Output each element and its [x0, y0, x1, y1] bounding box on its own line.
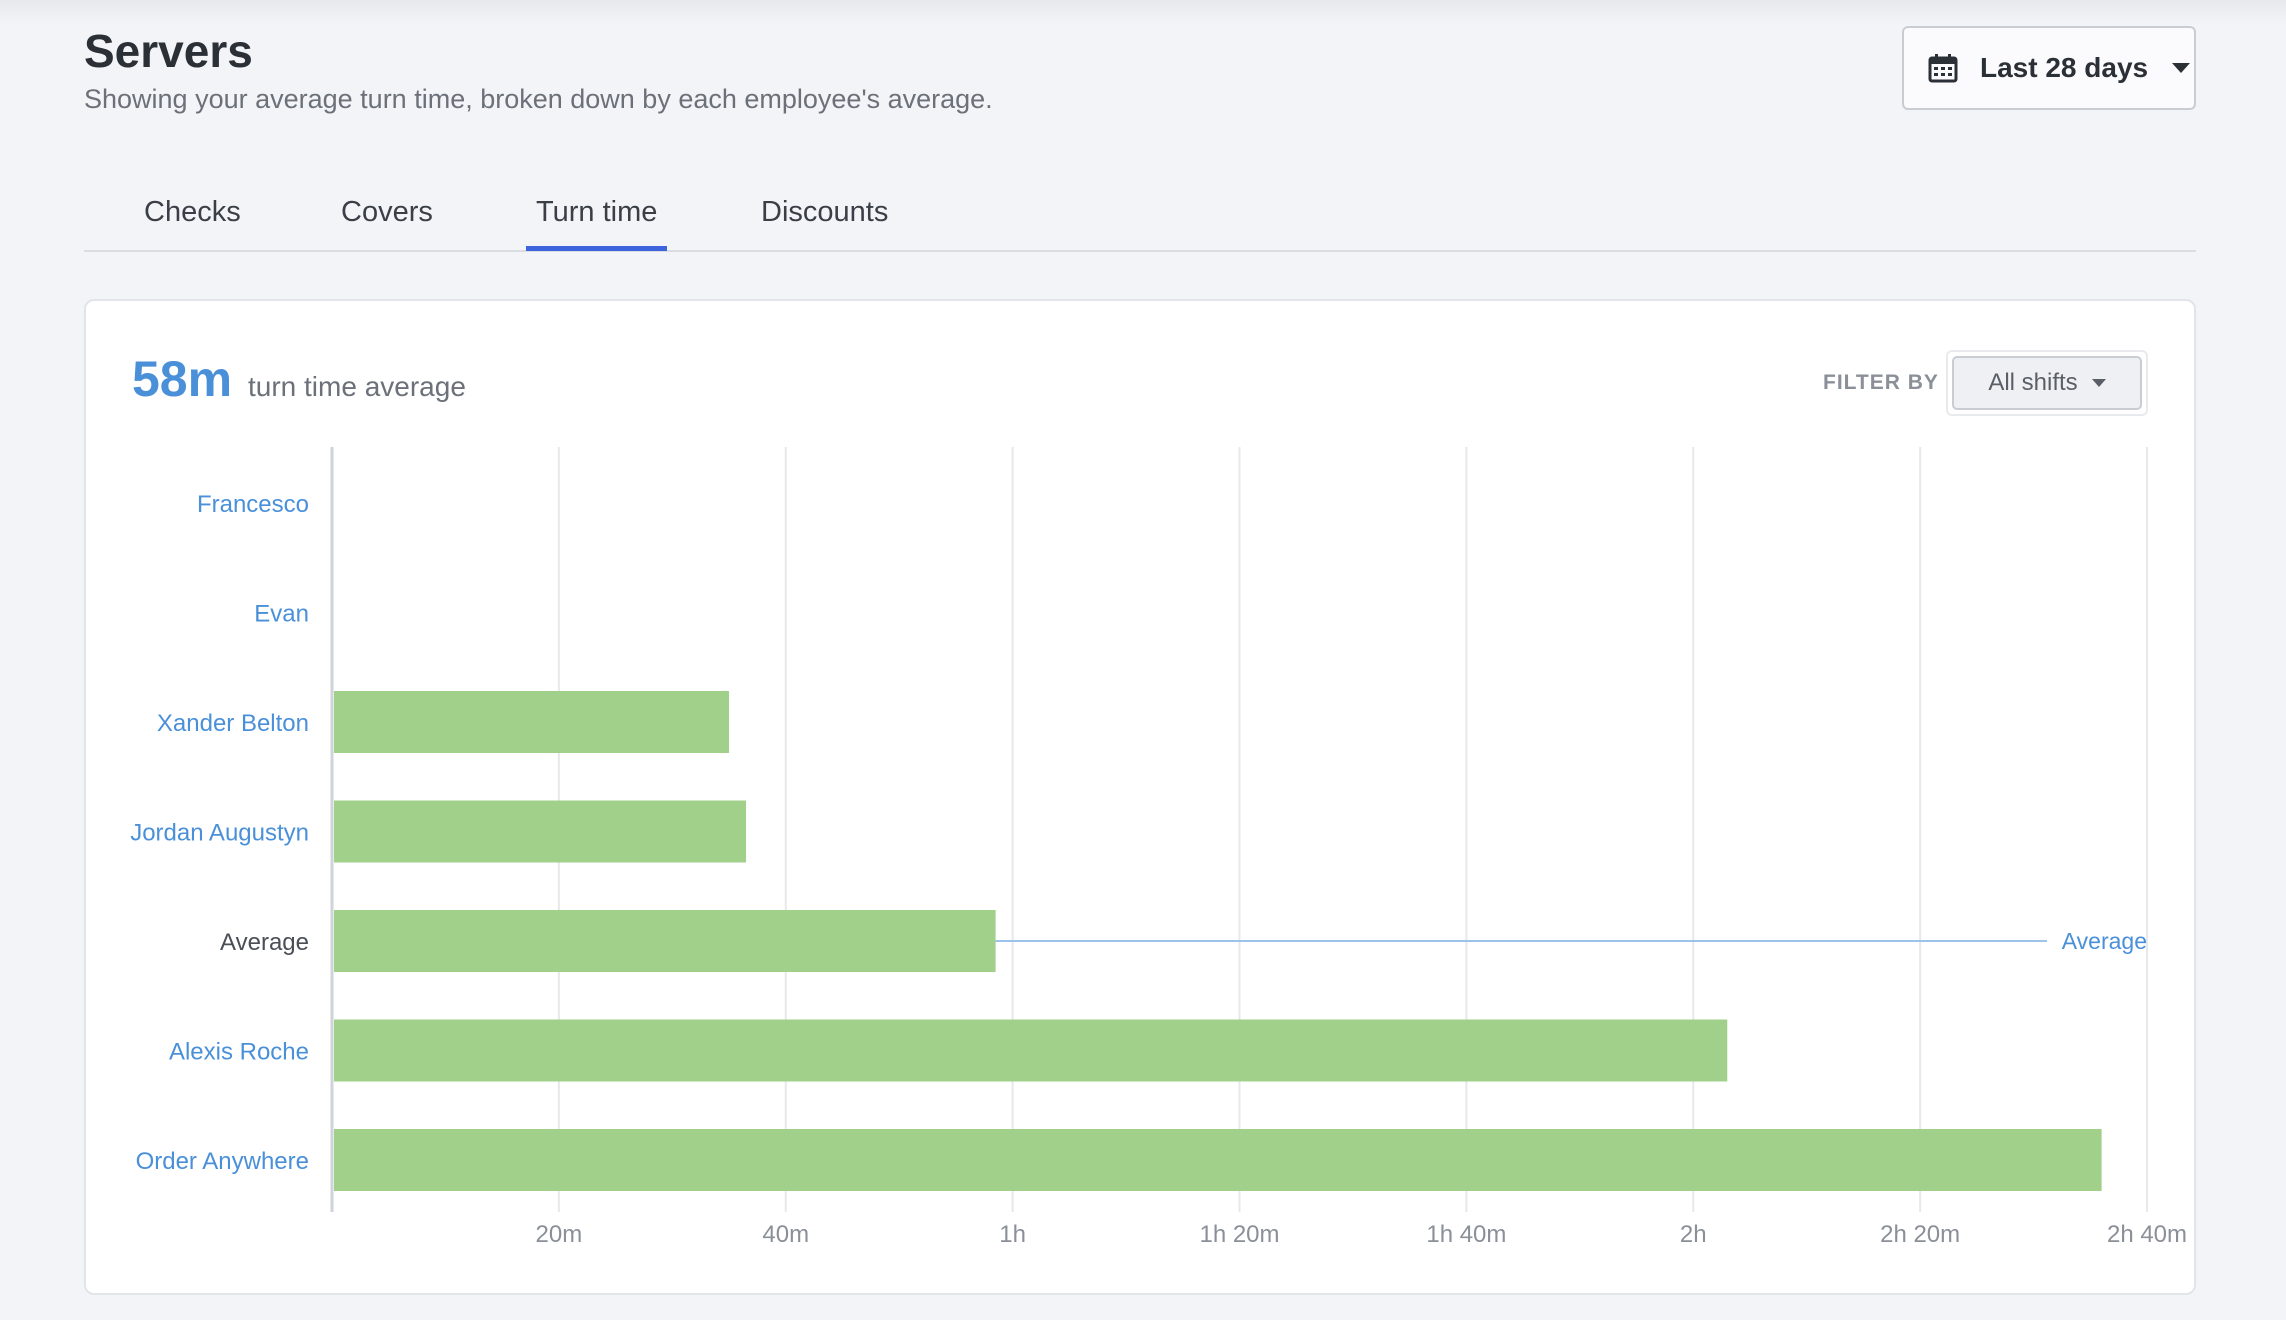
shift-filter-value: All shifts — [1988, 369, 2078, 396]
category-label-link[interactable]: Alexis Roche — [169, 1039, 309, 1066]
x-tick-label: 20m — [536, 1221, 583, 1248]
category-label-link[interactable]: Francesco — [197, 491, 309, 518]
tab-checks[interactable]: Checks — [144, 196, 241, 228]
chevron-down-icon — [2091, 379, 2106, 387]
date-range-button[interactable]: Last 28 days — [1902, 26, 2196, 110]
bar — [334, 1019, 1728, 1082]
date-range-label: Last 28 days — [1980, 52, 2149, 83]
bar — [334, 800, 747, 863]
x-tick-label: 1h 20m — [1199, 1221, 1279, 1248]
page-title: Servers — [84, 25, 253, 77]
category-label-average: Average — [220, 929, 309, 956]
tab-turn-time[interactable]: Turn time — [525, 196, 668, 251]
turn-time-average-value: 58m — [132, 351, 233, 407]
x-tick-label: 2h — [1680, 1221, 1707, 1248]
category-label-link[interactable]: Order Anywhere — [136, 1148, 309, 1175]
top-shadow — [0, 0, 2286, 24]
filter-container: All shifts — [1946, 350, 2148, 416]
average-reference-label: Average — [2062, 928, 2147, 954]
tab-bar: Checks Covers Turn time Discounts — [84, 186, 2196, 252]
x-tick-label: 1h 40m — [1426, 1221, 1506, 1248]
turn-time-average-label: turn time average — [248, 371, 466, 402]
bar — [334, 910, 996, 972]
category-label-link[interactable]: Xander Belton — [157, 710, 309, 737]
x-tick-label: 40m — [762, 1221, 809, 1248]
chevron-down-icon — [2172, 63, 2191, 73]
category-label-link[interactable]: Jordan Augustyn — [130, 820, 309, 847]
bar — [334, 1129, 2102, 1191]
calendar-icon — [1928, 54, 1958, 83]
page-subtitle: Showing your average turn time, broken d… — [84, 84, 993, 114]
x-tick-label: 2h 40m — [2107, 1221, 2187, 1248]
tab-discounts[interactable]: Discounts — [761, 196, 889, 228]
x-tick-label: 2h 20m — [1880, 1221, 1960, 1248]
shift-filter-dropdown[interactable]: All shifts — [1952, 356, 2142, 410]
bar — [334, 691, 730, 753]
x-tick-label: 1h — [999, 1221, 1026, 1248]
tab-covers[interactable]: Covers — [341, 196, 433, 228]
category-label-link[interactable]: Evan — [254, 601, 309, 628]
filter-label: FILTER BY — [1823, 371, 1939, 394]
